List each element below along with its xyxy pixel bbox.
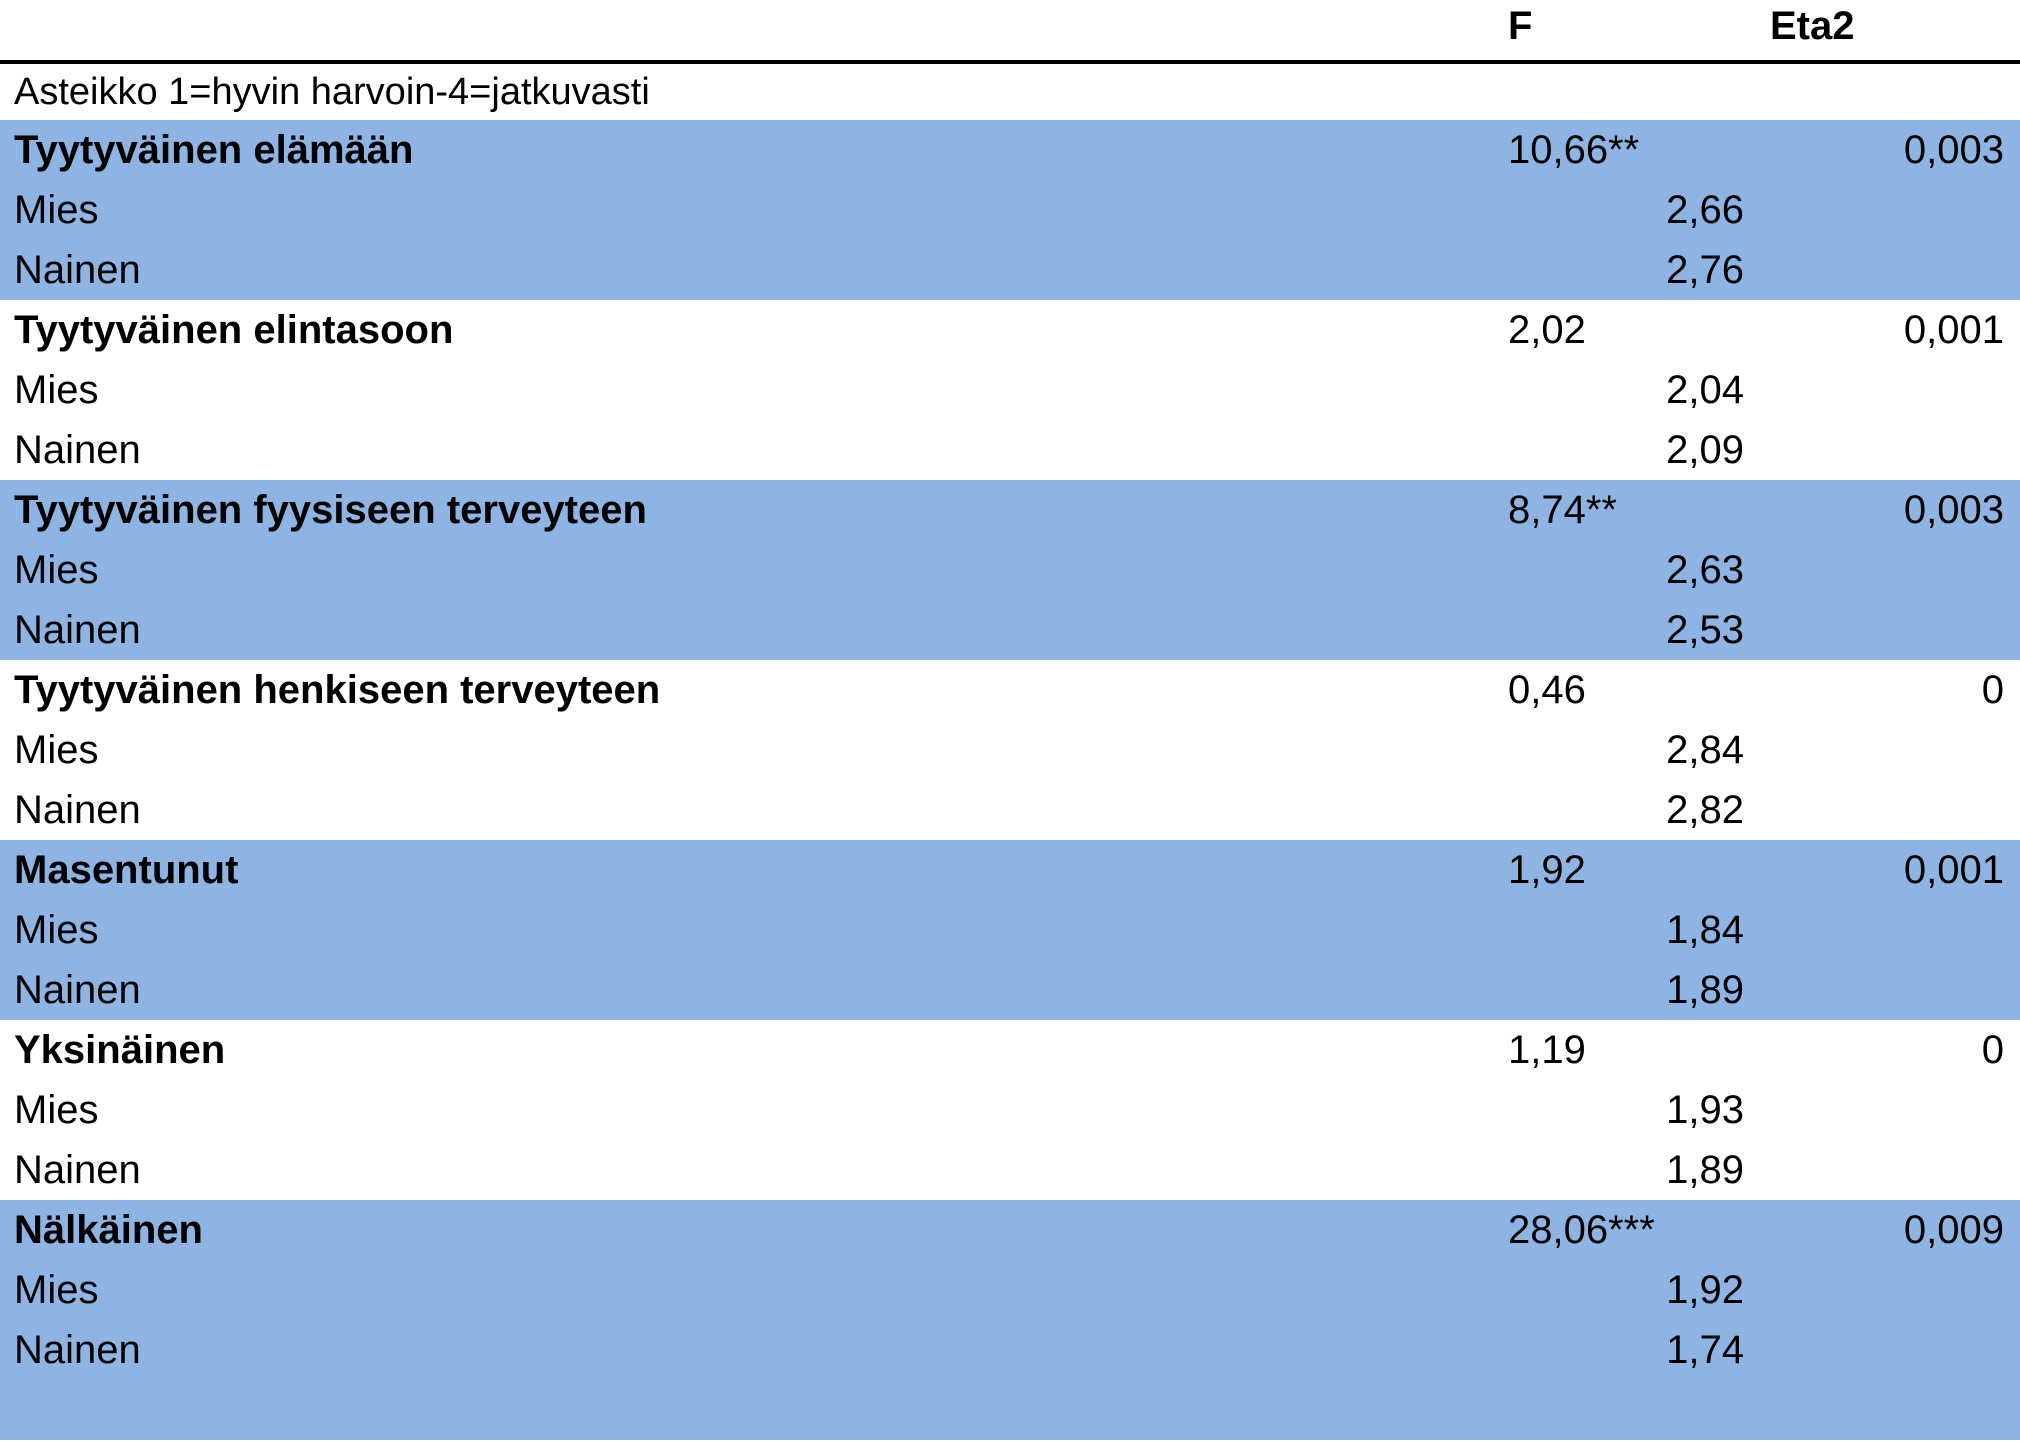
mean-value: 2,66 [1666, 188, 1744, 232]
row-group: Tyytyväinen fyysiseen terveyteen 8,74** 0,… [0, 480, 2020, 660]
table-row-variable: Masentunut 1,92 0,001 [0, 840, 2020, 900]
header-eta2: Eta2 [1770, 4, 1855, 48]
mean-value: 2,82 [1666, 788, 1744, 832]
gender-label: Nainen [14, 1148, 141, 1192]
row-group: Tyytyväinen henkiseen terveyteen 0,46 0 Mie… [0, 660, 2020, 840]
table-row-gender: Nainen 1,89 [0, 1140, 2020, 1200]
mean-value: 2,63 [1666, 548, 1744, 592]
eta2-value: 0 [1981, 1028, 2004, 1072]
table-row-gender: Mies 1,84 [0, 900, 2020, 960]
table-footer-filler [0, 1380, 2020, 1440]
mean-value: 2,04 [1666, 368, 1744, 412]
table-row-variable: Nälkäinen 28,06*** 0,009 [0, 1200, 2020, 1260]
mean-value: 1,89 [1666, 968, 1744, 1012]
eta2-value: 0,001 [1903, 848, 2004, 892]
gender-label: Nainen [14, 968, 141, 1012]
row-group: Tyytyväinen elämään 10,66** 0,003 Mies 2,66 N… [0, 120, 2020, 300]
eta2-value: 0,009 [1903, 1208, 2004, 1252]
table-row-gender: Mies 2,04 [0, 360, 2020, 420]
row-group: Nälkäinen 28,06*** 0,009 Mies 1,92 Nainen 1,74 [0, 1200, 2020, 1440]
gender-label: Nainen [14, 788, 141, 832]
table-row-variable: Tyytyväinen fyysiseen terveyteen 8,74** 0,… [0, 480, 2020, 540]
gender-label: Nainen [14, 608, 141, 652]
f-value: 8,74** [1508, 488, 1617, 532]
f-value: 2,02 [1508, 308, 1586, 352]
f-value: 1,19 [1508, 1028, 1586, 1072]
mean-value: 1,84 [1666, 908, 1744, 952]
eta2-value: 0,003 [1903, 488, 2004, 532]
table-row-gender: Nainen 2,82 [0, 780, 2020, 840]
variable-label: Tyytyväinen henkiseen terveyteen [14, 668, 661, 712]
mean-value: 2,76 [1666, 248, 1744, 292]
row-group: Masentunut 1,92 0,001 Mies 1,84 Nainen 1,89 [0, 840, 2020, 1020]
gender-label: Nainen [14, 248, 141, 292]
mean-value: 2,09 [1666, 428, 1744, 472]
row-group: Yksinäinen 1,19 0 Mies 1,93 Nainen 1,89 [0, 1020, 2020, 1200]
gender-label: Mies [14, 1268, 99, 1312]
table-row-gender: Mies 2,66 [0, 180, 2020, 240]
f-value: 1,92 [1508, 848, 1586, 892]
table-row-variable: Yksinäinen 1,19 0 [0, 1020, 2020, 1080]
mean-value: 2,84 [1666, 728, 1744, 772]
gender-label: Mies [14, 728, 99, 772]
f-value: 0,46 [1508, 668, 1586, 712]
table-row-gender: Nainen 2,09 [0, 420, 2020, 480]
table-row-variable: Tyytyväinen elämään 10,66** 0,003 [0, 120, 2020, 180]
table-row-gender: Mies 1,93 [0, 1080, 2020, 1140]
gender-label: Nainen [14, 1328, 141, 1372]
eta2-value: 0,003 [1903, 128, 2004, 172]
f-value: 10,66** [1508, 128, 1640, 172]
mean-value: 1,93 [1666, 1088, 1744, 1132]
table-row-gender: Mies 1,92 [0, 1260, 2020, 1320]
scale-note: Asteikko 1=hyvin harvoin-4=jatkuvasti [14, 71, 650, 113]
table-body: Tyytyväinen elämään 10,66** 0,003 Mies 2,66 N… [0, 120, 2020, 1440]
mean-value: 1,74 [1666, 1328, 1744, 1372]
eta2-value: 0 [1981, 668, 2004, 712]
mean-value: 1,89 [1666, 1148, 1744, 1192]
table-row-gender: Nainen 1,74 [0, 1320, 2020, 1380]
gender-label: Mies [14, 908, 99, 952]
variable-label: Masentunut [14, 848, 239, 892]
table-row-variable: Tyytyväinen henkiseen terveyteen 0,46 0 [0, 660, 2020, 720]
row-group: Tyytyväinen elintasoon 2,02 0,001 Mies 2,04 N… [0, 300, 2020, 480]
f-value: 28,06*** [1508, 1208, 1655, 1252]
mean-value: 2,53 [1666, 608, 1744, 652]
gender-label: Mies [14, 368, 99, 412]
table-row-gender: Nainen 2,76 [0, 240, 2020, 300]
gender-label: Mies [14, 548, 99, 592]
variable-label: Yksinäinen [14, 1028, 226, 1072]
header-f: F [1508, 4, 1533, 48]
variable-label: Tyytyväinen elämään [14, 128, 414, 172]
gender-label: Mies [14, 1088, 99, 1132]
variable-label: Nälkäinen [14, 1208, 203, 1252]
table-row-variable: Tyytyväinen elintasoon 2,02 0,001 [0, 300, 2020, 360]
gender-label: Nainen [14, 428, 141, 472]
variable-label: Tyytyväinen elintasoon [14, 308, 454, 352]
table-row-gender: Mies 2,84 [0, 720, 2020, 780]
eta2-value: 0,001 [1903, 308, 2004, 352]
table-row-gender: Mies 2,63 [0, 540, 2020, 600]
gender-label: Mies [14, 188, 99, 232]
table-row-gender: Nainen 1,89 [0, 960, 2020, 1020]
mean-value: 1,92 [1666, 1268, 1744, 1312]
table-header: F Eta2 [0, 0, 2020, 64]
variable-label: Tyytyväinen fyysiseen terveyteen [14, 488, 647, 532]
table-row-gender: Nainen 2,53 [0, 600, 2020, 660]
